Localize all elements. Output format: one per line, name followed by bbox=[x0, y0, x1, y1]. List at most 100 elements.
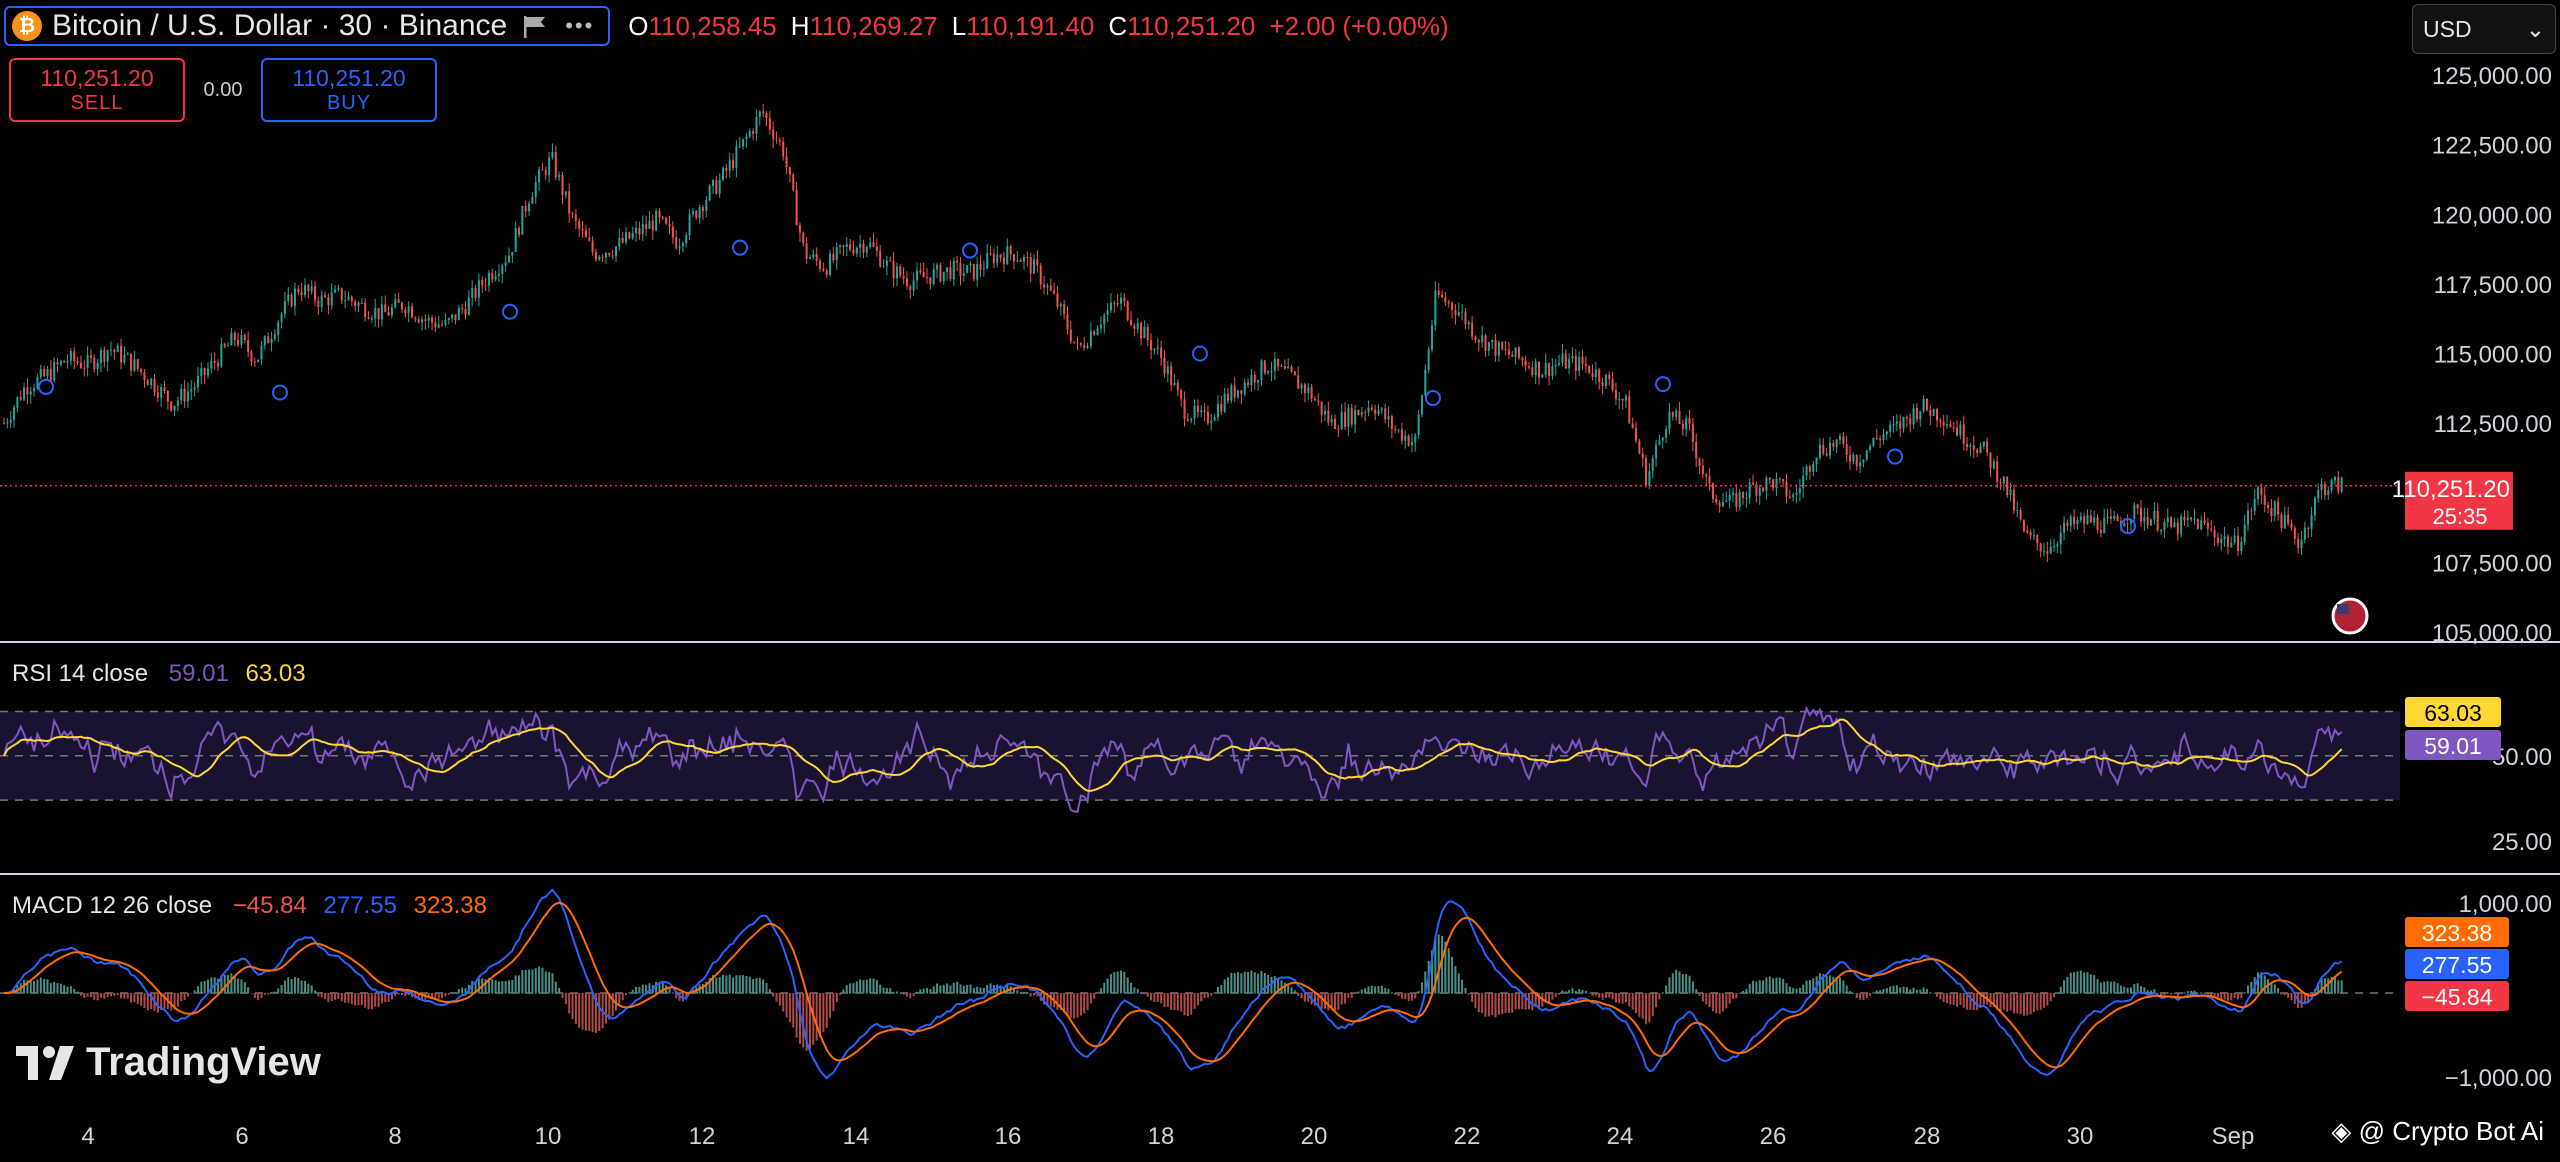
macd-histogram-bar bbox=[1792, 988, 1795, 994]
macd-histogram-bar bbox=[1307, 993, 1310, 1002]
macd-histogram-bar bbox=[1822, 973, 1825, 994]
macd-histogram-bar bbox=[1126, 977, 1129, 994]
macd-histogram-bar bbox=[1237, 972, 1240, 994]
candle bbox=[130, 353, 133, 371]
macd-histogram-bar bbox=[862, 980, 865, 994]
candle bbox=[765, 112, 768, 118]
candle bbox=[1059, 303, 1062, 307]
candle bbox=[548, 157, 551, 175]
candle bbox=[1742, 491, 1745, 498]
macd-histogram-bar bbox=[2156, 992, 2159, 994]
macd-histogram-bar bbox=[1952, 993, 1955, 1005]
macd-histogram-bar bbox=[1006, 985, 1009, 994]
candle bbox=[1340, 411, 1343, 430]
candle bbox=[126, 353, 129, 355]
candle bbox=[625, 232, 628, 243]
more-icon[interactable]: ••• bbox=[565, 13, 595, 38]
candle bbox=[1093, 331, 1096, 335]
candle bbox=[374, 308, 377, 319]
macd-histogram-bar bbox=[1370, 985, 1373, 994]
macd-histogram-bar bbox=[400, 993, 403, 995]
macd-histogram-bar bbox=[1742, 990, 1745, 994]
candle bbox=[1517, 347, 1520, 358]
macd-histogram-bar bbox=[1614, 993, 1617, 1003]
candle bbox=[69, 351, 72, 361]
candle bbox=[1772, 479, 1775, 488]
candle bbox=[1046, 285, 1049, 288]
candle bbox=[584, 230, 587, 238]
buy-button[interactable]: 110,251.20 BUY bbox=[261, 58, 437, 122]
macd-histogram-bar bbox=[1293, 990, 1296, 994]
candle bbox=[2183, 516, 2186, 521]
macd-histogram-bar bbox=[1925, 989, 1928, 994]
macd-histogram-bar bbox=[1849, 991, 1852, 994]
candle bbox=[220, 344, 223, 367]
macd-histogram-bar bbox=[1641, 993, 1644, 1019]
macd-histogram-bar bbox=[755, 978, 758, 994]
macd-histogram-bar bbox=[2190, 990, 2193, 994]
candle bbox=[1056, 293, 1059, 307]
macd-histogram-bar bbox=[548, 972, 551, 994]
candle bbox=[1384, 408, 1387, 420]
macd-histogram-bar bbox=[1648, 993, 1651, 1023]
candle bbox=[718, 179, 721, 194]
candle bbox=[1909, 418, 1912, 425]
currency-select[interactable]: USD ⌄ bbox=[2412, 4, 2556, 54]
macd-histogram-bar bbox=[2287, 993, 2290, 998]
candle bbox=[434, 322, 437, 328]
macd-histogram-bar bbox=[257, 993, 260, 1001]
macd-histogram-bar bbox=[2317, 982, 2320, 994]
macd-histogram-bar bbox=[926, 988, 929, 994]
sell-button[interactable]: 110,251.20 SELL bbox=[9, 58, 185, 122]
macd-histogram-bar bbox=[350, 993, 353, 1004]
candle bbox=[1434, 290, 1437, 326]
candle bbox=[2059, 532, 2062, 545]
candle bbox=[1778, 478, 1781, 480]
candle bbox=[213, 360, 216, 363]
candle bbox=[909, 286, 912, 291]
candle bbox=[327, 297, 330, 306]
candle bbox=[146, 380, 149, 386]
candle bbox=[2086, 515, 2089, 524]
candle bbox=[417, 319, 420, 323]
macd-histogram-bar bbox=[832, 993, 835, 1011]
macd-histogram-bar bbox=[1842, 980, 1845, 994]
candle bbox=[564, 191, 567, 196]
candle bbox=[6, 422, 9, 424]
candle bbox=[2126, 523, 2129, 525]
candle bbox=[1942, 421, 1945, 426]
macd-histogram-bar bbox=[1200, 993, 1203, 1002]
candle bbox=[982, 268, 985, 270]
price-tick-label: 117,500.00 bbox=[2434, 272, 2552, 299]
candle bbox=[1875, 438, 1878, 440]
candle bbox=[912, 280, 915, 291]
candle bbox=[190, 389, 193, 392]
macd-signal-badge-label: 323.38 bbox=[2422, 920, 2492, 946]
us-flag-canton bbox=[2337, 604, 2349, 614]
macd-histogram-bar bbox=[1283, 982, 1286, 994]
candle bbox=[671, 226, 674, 238]
macd-histogram-bar bbox=[715, 977, 718, 994]
candle bbox=[1922, 398, 1925, 412]
candle bbox=[183, 388, 186, 402]
candle bbox=[150, 378, 153, 386]
candle bbox=[2176, 522, 2179, 535]
flag-icon[interactable] bbox=[523, 16, 547, 38]
candle bbox=[1203, 410, 1206, 412]
macd-histogram-bar bbox=[1023, 991, 1026, 994]
macd-histogram-bar bbox=[1377, 986, 1380, 994]
tradingview-logo[interactable]: TradingView bbox=[16, 1040, 321, 1085]
candle bbox=[695, 211, 698, 218]
macd-histogram-bar bbox=[1635, 993, 1638, 1014]
candle bbox=[962, 272, 965, 276]
candle bbox=[568, 191, 571, 214]
candle bbox=[1798, 488, 1801, 493]
candle bbox=[1718, 502, 1721, 507]
candle bbox=[2103, 518, 2106, 534]
symbol-title: Bitcoin / U.S. Dollar · 30 · Binance bbox=[52, 9, 508, 42]
rsi-badge-label: 59.01 bbox=[2424, 733, 2482, 759]
candle bbox=[1544, 363, 1547, 375]
symbol-search-button[interactable]: ₿ Bitcoin / U.S. Dollar · 30 · Binance •… bbox=[4, 6, 611, 46]
candle bbox=[1006, 246, 1009, 265]
